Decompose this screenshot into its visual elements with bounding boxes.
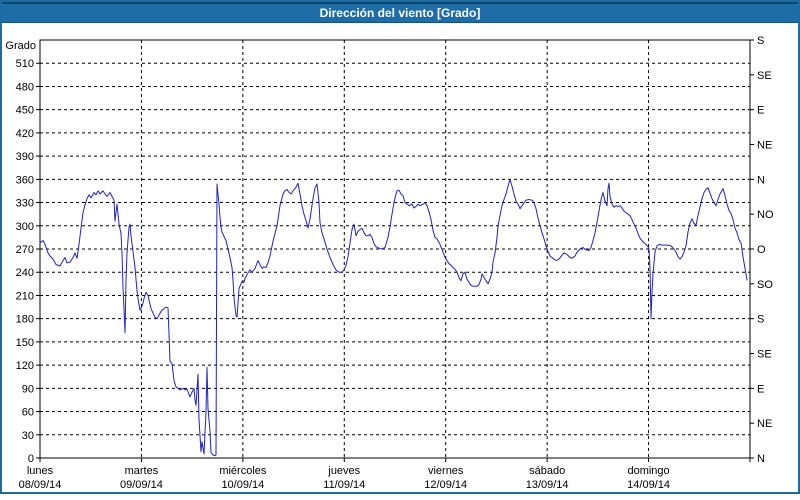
y-axis-left-tick-label: 330 xyxy=(16,198,34,210)
x-axis-day-date: 13/09/14 xyxy=(526,479,569,491)
x-axis-day-name: miércoles xyxy=(219,465,267,477)
y-axis-left-tick-label: 0 xyxy=(28,453,34,465)
x-axis-days: lunes 08/09/14 martes 09/09/14 miércoles 10/0… xyxy=(19,458,751,491)
x-axis-day-date: 12/09/14 xyxy=(424,479,467,491)
y-axis-left-tick-label: 90 xyxy=(22,383,34,395)
y-axis-left: 0 30 60 90 120 150 180 210 240 270 300 330 360 390 420… xyxy=(5,40,40,465)
x-axis-day-name: sábado xyxy=(529,465,565,477)
y-axis-left-tick-label: 420 xyxy=(16,128,34,140)
y-axis-right-compass-label: S xyxy=(757,314,764,326)
x-axis-day-date: 11/09/14 xyxy=(323,479,365,491)
y-axis-right-compass-label: O xyxy=(757,244,766,256)
y-axis-left-tick-label: 120 xyxy=(16,360,34,372)
y-axis-left-tick-label: 510 xyxy=(16,58,34,70)
title-bar: Dirección del viento [Grado] xyxy=(2,2,798,23)
x-axis-day-name: viernes xyxy=(428,465,464,477)
gridlines xyxy=(40,40,750,458)
x-axis-day-name: jueves xyxy=(327,465,360,477)
wind-direction-chart: 0 30 60 90 120 150 180 210 240 270 300 330 360 390 420… xyxy=(5,35,774,491)
y-axis-left-tick-label: 360 xyxy=(16,174,34,186)
x-axis-day-date: 08/09/14 xyxy=(19,479,62,491)
x-axis-day-name: domingo xyxy=(627,465,669,477)
x-axis-day-name: lunes xyxy=(27,465,54,477)
y-axis-left-tick-label: 210 xyxy=(16,290,34,302)
y-axis-left-tick-label: 480 xyxy=(16,81,34,93)
y-axis-left-tick-label: 30 xyxy=(22,430,34,442)
y-axis-unit-label: Grado xyxy=(5,40,36,52)
y-axis-right: S SE E NE N NO O SO S SE E NE N xyxy=(750,35,774,465)
x-axis-day-name: martes xyxy=(125,465,159,477)
y-axis-right-compass-label: E xyxy=(757,383,764,395)
y-axis-left-tick-label: 180 xyxy=(16,314,34,326)
y-axis-right-compass-label: SE xyxy=(757,349,772,361)
y-axis-left-tick-label: 390 xyxy=(16,151,34,163)
y-axis-right-compass-label: NE xyxy=(757,418,772,430)
x-axis-day-date: 14/09/14 xyxy=(627,479,670,491)
x-axis-day-date: 09/09/14 xyxy=(120,479,163,491)
y-axis-right-compass-label: SO xyxy=(757,279,773,291)
chart-title: Dirección del viento [Grado] xyxy=(319,6,481,20)
y-axis-left-tick-label: 240 xyxy=(16,267,34,279)
y-axis-left-tick-label: 300 xyxy=(16,221,34,233)
y-axis-right-compass-label: SE xyxy=(757,70,772,82)
y-axis-right-compass-label: E xyxy=(757,105,764,117)
y-axis-left-tick-label: 150 xyxy=(16,337,34,349)
y-axis-left-tick-label: 270 xyxy=(16,244,34,256)
x-axis-day-date: 10/09/14 xyxy=(221,479,264,491)
y-axis-right-compass-label: NE xyxy=(757,140,772,152)
wind-direction-series-line xyxy=(39,178,748,457)
y-axis-right-compass-label: N xyxy=(757,453,765,465)
y-axis-left-tick-label: 60 xyxy=(22,407,34,419)
y-axis-left-tick-label: 450 xyxy=(16,105,34,117)
y-axis-right-compass-label: N xyxy=(757,174,765,186)
y-axis-right-compass-label: NO xyxy=(757,209,774,221)
y-axis-right-compass-label: S xyxy=(757,35,764,47)
